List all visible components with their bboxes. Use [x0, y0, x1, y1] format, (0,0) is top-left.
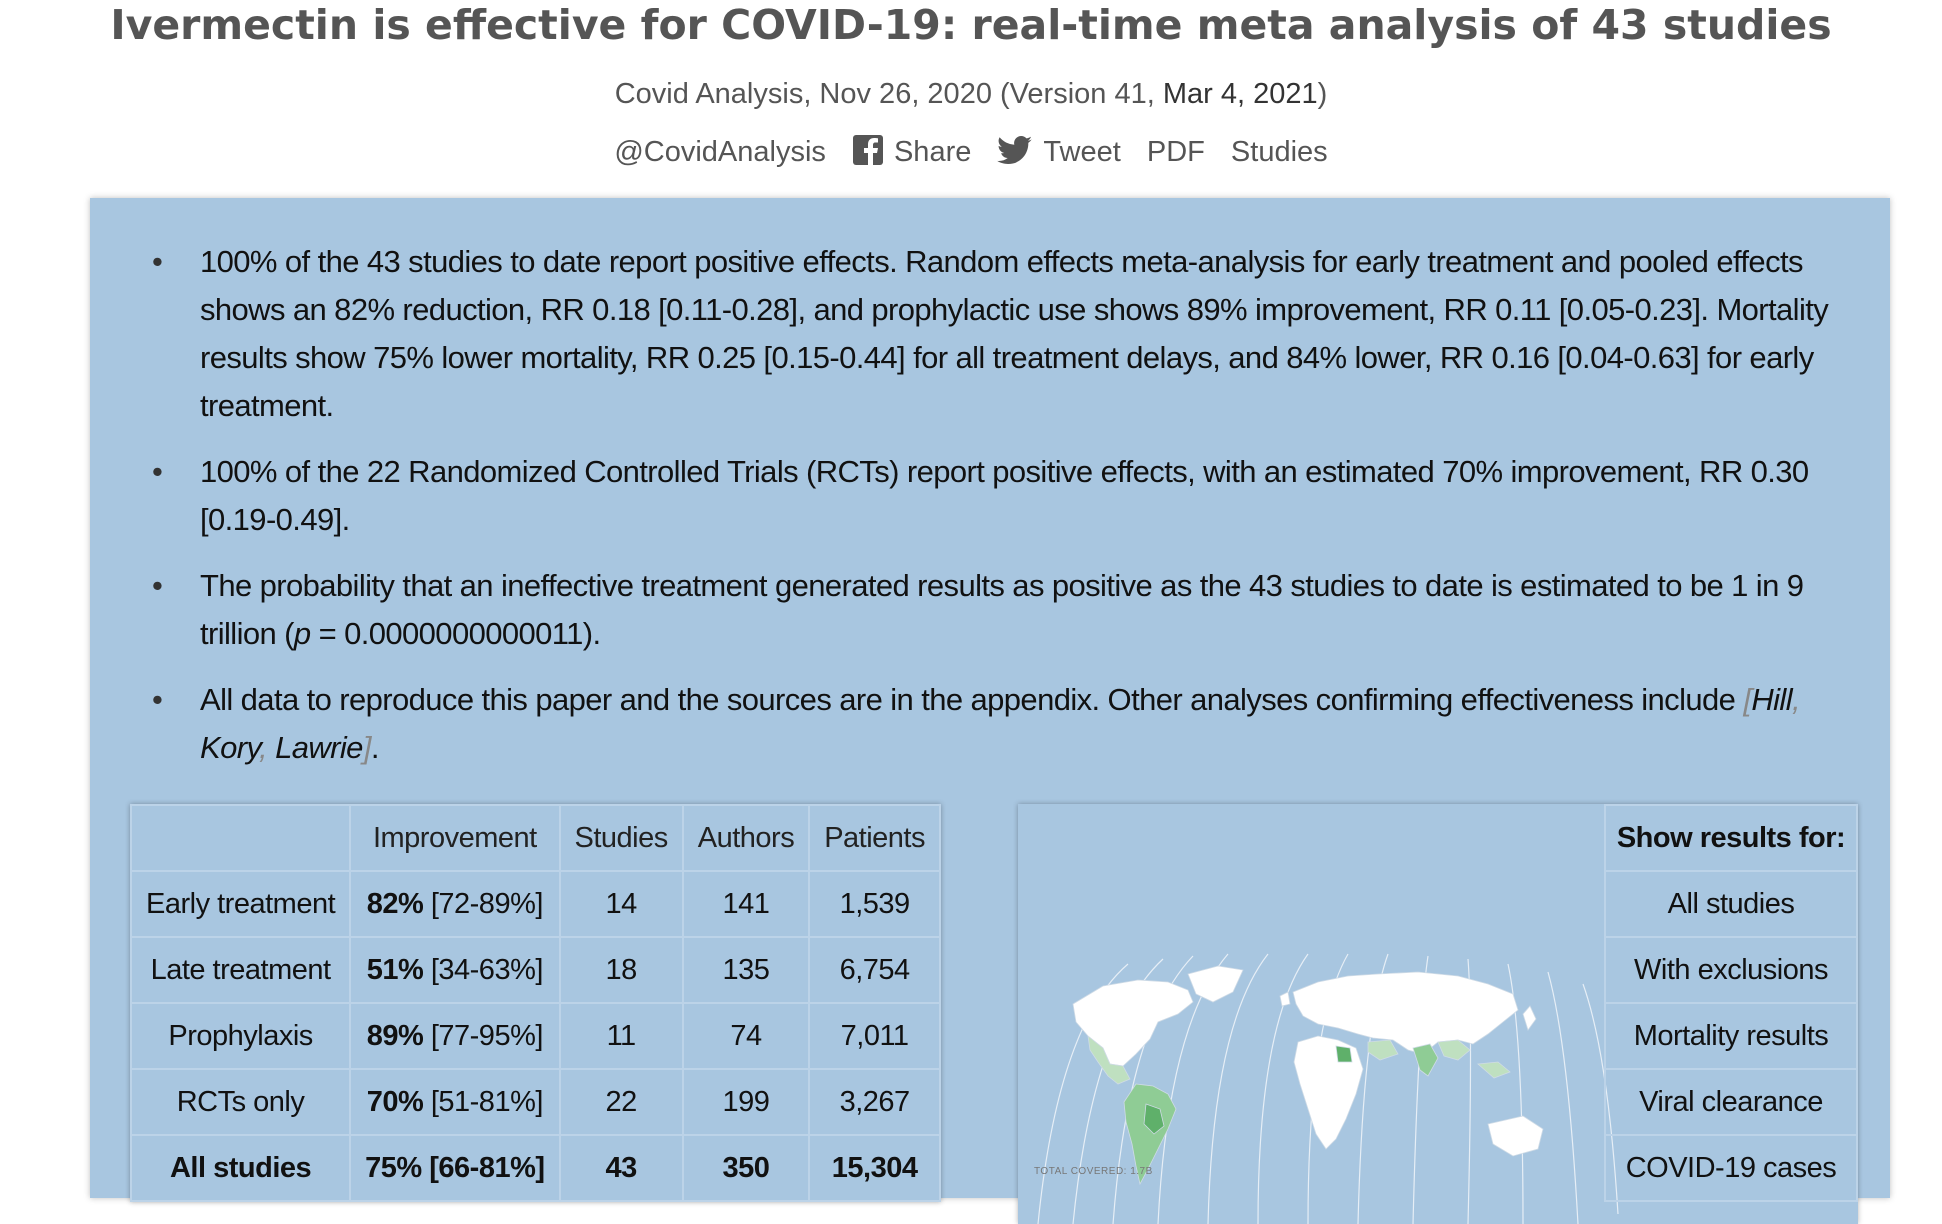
- studies-cell: 22: [558, 1068, 684, 1136]
- improvement-pct: 51%: [366, 953, 424, 986]
- share-link[interactable]: Share: [852, 135, 979, 168]
- improvement-ci: [51-81%]: [423, 1085, 544, 1118]
- row-label: RCTs only: [129, 1068, 352, 1136]
- pdf-link[interactable]: PDF: [1146, 136, 1205, 168]
- improvement-cell: 75% [66-81%]: [349, 1134, 561, 1202]
- summary-bullet-2: 100% of the 22 Randomized Controlled Tri…: [130, 448, 1860, 544]
- show-results-table: Show results for: All studies With exclu…: [1604, 804, 1858, 1202]
- ref-close-bracket: ]: [362, 730, 372, 765]
- map-land: [1072, 965, 1544, 1186]
- bullet-4-text: All data to reproduce this paper and the…: [200, 682, 1744, 717]
- filter-covid-cases[interactable]: COVID-19 cases: [1604, 1134, 1858, 1202]
- study-map-panel: TOTAL COVERED: 1.7B Show results for: Al…: [1018, 804, 1858, 1224]
- improvement-pct: 89%: [366, 1019, 424, 1052]
- byline: Covid Analysis, Nov 26, 2020 (Version 41…: [0, 74, 1942, 114]
- studies-cell: 14: [558, 870, 684, 938]
- studies-cell: 18: [558, 936, 684, 1004]
- results-table: Improvement Studies Authors Patients Ear…: [129, 804, 941, 1202]
- twitter-handle-link[interactable]: @CovidAnalysis: [614, 136, 826, 168]
- facebook-icon: [852, 134, 884, 177]
- authors-cell: 135: [681, 936, 811, 1004]
- share-links: @CovidAnalysis Share Tweet PDF Studies: [0, 132, 1942, 177]
- authors-cell: 141: [681, 870, 811, 938]
- byline-text: Covid Analysis, Nov 26, 2020 (Version 41…: [614, 78, 1163, 110]
- authors-cell: 199: [681, 1068, 811, 1136]
- improvement-ci: [66-81%]: [421, 1151, 545, 1184]
- studies-cell: 43: [558, 1134, 684, 1202]
- row-label: All studies: [129, 1134, 352, 1202]
- ref-separator-1: ,: [1791, 682, 1801, 717]
- header-patients: Patients: [808, 804, 941, 872]
- row-label: Prophylaxis: [129, 1002, 352, 1070]
- filter-mortality-results[interactable]: Mortality results: [1604, 1002, 1858, 1070]
- header-blank: [129, 804, 352, 872]
- byline-close: ): [1317, 78, 1328, 110]
- table-row[interactable]: RCTs only 70% [51-81%] 22 199 3,267: [129, 1068, 941, 1136]
- summary-panel: 100% of the 43 studies to date report po…: [90, 198, 1890, 1224]
- bullet-4-end: .: [370, 730, 380, 765]
- twitter-icon: [997, 136, 1033, 177]
- patients-cell: 3,267: [808, 1068, 941, 1136]
- show-results-header: Show results for:: [1604, 804, 1858, 872]
- ref-lawrie-link[interactable]: Lawrie: [275, 730, 363, 765]
- summary-bullet-3: The probability that an ineffective trea…: [130, 562, 1860, 658]
- bullet-3-text: The probability that an ineffective trea…: [200, 568, 1804, 651]
- ref-separator-2: ,: [259, 730, 268, 765]
- summary-bullets: 100% of the 43 studies to date report po…: [130, 238, 1860, 790]
- filter-all-studies[interactable]: All studies: [1604, 870, 1858, 938]
- world-map: [1037, 953, 1619, 1224]
- improvement-cell: 89% [77-95%]: [349, 1002, 561, 1070]
- improvement-cell: 51% [34-63%]: [349, 936, 561, 1004]
- map-coverage-note: TOTAL COVERED: 1.7B: [1034, 1166, 1153, 1177]
- summary-bullet-1: 100% of the 43 studies to date report po…: [130, 238, 1860, 430]
- table-row[interactable]: All studies 75% [66-81%] 43 350 15,304: [129, 1134, 941, 1202]
- authors-cell: 350: [681, 1134, 811, 1202]
- tweet-link[interactable]: Tweet: [997, 136, 1128, 168]
- improvement-ci: [34-63%]: [423, 953, 544, 986]
- improvement-cell: 70% [51-81%]: [349, 1068, 561, 1136]
- page-title: Ivermectin is effective for COVID-19: re…: [110, 1, 1832, 49]
- header-authors: Authors: [681, 804, 811, 872]
- table-row[interactable]: Prophylaxis 89% [77-95%] 11 74 7,011: [129, 1002, 941, 1070]
- ref-hill-link[interactable]: Hill: [1751, 682, 1792, 717]
- summary-bullet-4: All data to reproduce this paper and the…: [130, 676, 1860, 772]
- map-islands: [1279, 991, 1537, 1031]
- header-improvement: Improvement: [349, 804, 561, 872]
- table-row[interactable]: Early treatment 82% [72-89%] 14 141 1,53…: [129, 870, 941, 938]
- p-symbol: p: [293, 616, 311, 651]
- table-row[interactable]: Late treatment 51% [34-63%] 18 135 6,754: [129, 936, 941, 1004]
- version-date[interactable]: Mar 4, 2021: [1162, 78, 1318, 110]
- improvement-pct: 70%: [366, 1085, 424, 1118]
- patients-cell: 15,304: [808, 1134, 941, 1202]
- row-label: Early treatment: [129, 870, 352, 938]
- filter-with-exclusions[interactable]: With exclusions: [1604, 936, 1858, 1004]
- bullet-3-end: = 0.0000000000011).: [310, 616, 602, 651]
- tweet-label: Tweet: [1043, 136, 1121, 168]
- improvement-ci: [72-89%]: [423, 887, 544, 920]
- results-header-row: Improvement Studies Authors Patients: [129, 804, 941, 872]
- studies-link[interactable]: Studies: [1230, 136, 1328, 168]
- patients-cell: 7,011: [808, 1002, 941, 1070]
- patients-cell: 6,754: [808, 936, 941, 1004]
- header-studies: Studies: [558, 804, 684, 872]
- studies-cell: 11: [558, 1002, 684, 1070]
- authors-cell: 74: [681, 1002, 811, 1070]
- improvement-pct: 75%: [365, 1151, 422, 1184]
- improvement-cell: 82% [72-89%]: [349, 870, 561, 938]
- row-label: Late treatment: [129, 936, 352, 1004]
- share-label: Share: [893, 136, 972, 168]
- patients-cell: 1,539: [808, 870, 941, 938]
- ref-open-bracket: [: [1743, 682, 1752, 717]
- ref-kory-link[interactable]: Kory: [200, 730, 260, 765]
- improvement-pct: 82%: [366, 887, 424, 920]
- improvement-ci: [77-95%]: [423, 1019, 544, 1052]
- filter-viral-clearance[interactable]: Viral clearance: [1604, 1068, 1858, 1136]
